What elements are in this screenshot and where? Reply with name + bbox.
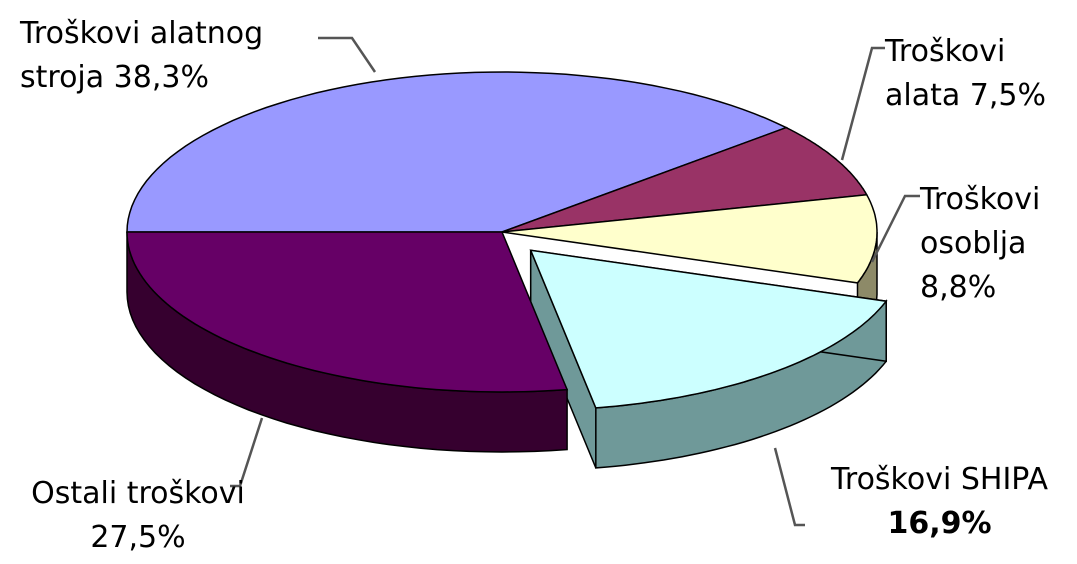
leader-alat: [840, 46, 885, 161]
label-alat-line2: alata 7,5%: [885, 78, 1047, 113]
label-shipa-line2: 16,9%: [887, 506, 992, 541]
leader-ostali: [230, 417, 264, 488]
label-alatni-stroj: Troškovi alatnog stroja 38,3%: [20, 12, 263, 100]
label-alat-line1: Troškovi: [885, 34, 1006, 69]
pie-slice-troskovi-shipa: [529, 249, 888, 409]
label-alatni-stroj-line1: Troškovi alatnog: [20, 16, 264, 51]
label-ostali: Ostali troškovi 27,5%: [12, 472, 264, 560]
leader-osoblje: [870, 194, 920, 263]
pie-slice-ostali-troskovi: [126, 231, 569, 393]
label-alatni-stroj-line2: stroja 38,3%: [20, 60, 209, 95]
label-shipa-line1: Troškovi SHIPA: [830, 462, 1048, 497]
label-osoblje-line3: 8,8%: [920, 270, 997, 305]
label-shipa: Troškovi SHIPA 16,9%: [812, 458, 1067, 546]
leader-shipa: [773, 447, 805, 527]
pie-slice-troskovi-alatnog-stroja: [126, 71, 789, 233]
label-osoblje-line2: osoblja: [920, 226, 1027, 261]
pie-tops: [126, 71, 888, 409]
leader-lines: [230, 36, 920, 527]
label-ostali-line2: 27,5%: [90, 520, 186, 555]
label-ostali-line1: Ostali troškovi: [31, 476, 245, 511]
pie-slice-troskovi-osoblja: [501, 194, 878, 284]
label-alat: Troškovi alata 7,5%: [885, 30, 1046, 118]
label-osoblje-line1: Troškovi: [920, 182, 1041, 217]
label-osoblje: Troškovi osoblja 8,8%: [920, 178, 1040, 310]
leader-alatni-stroj: [318, 36, 377, 73]
pie-slice-troskovi-alata: [501, 126, 868, 233]
